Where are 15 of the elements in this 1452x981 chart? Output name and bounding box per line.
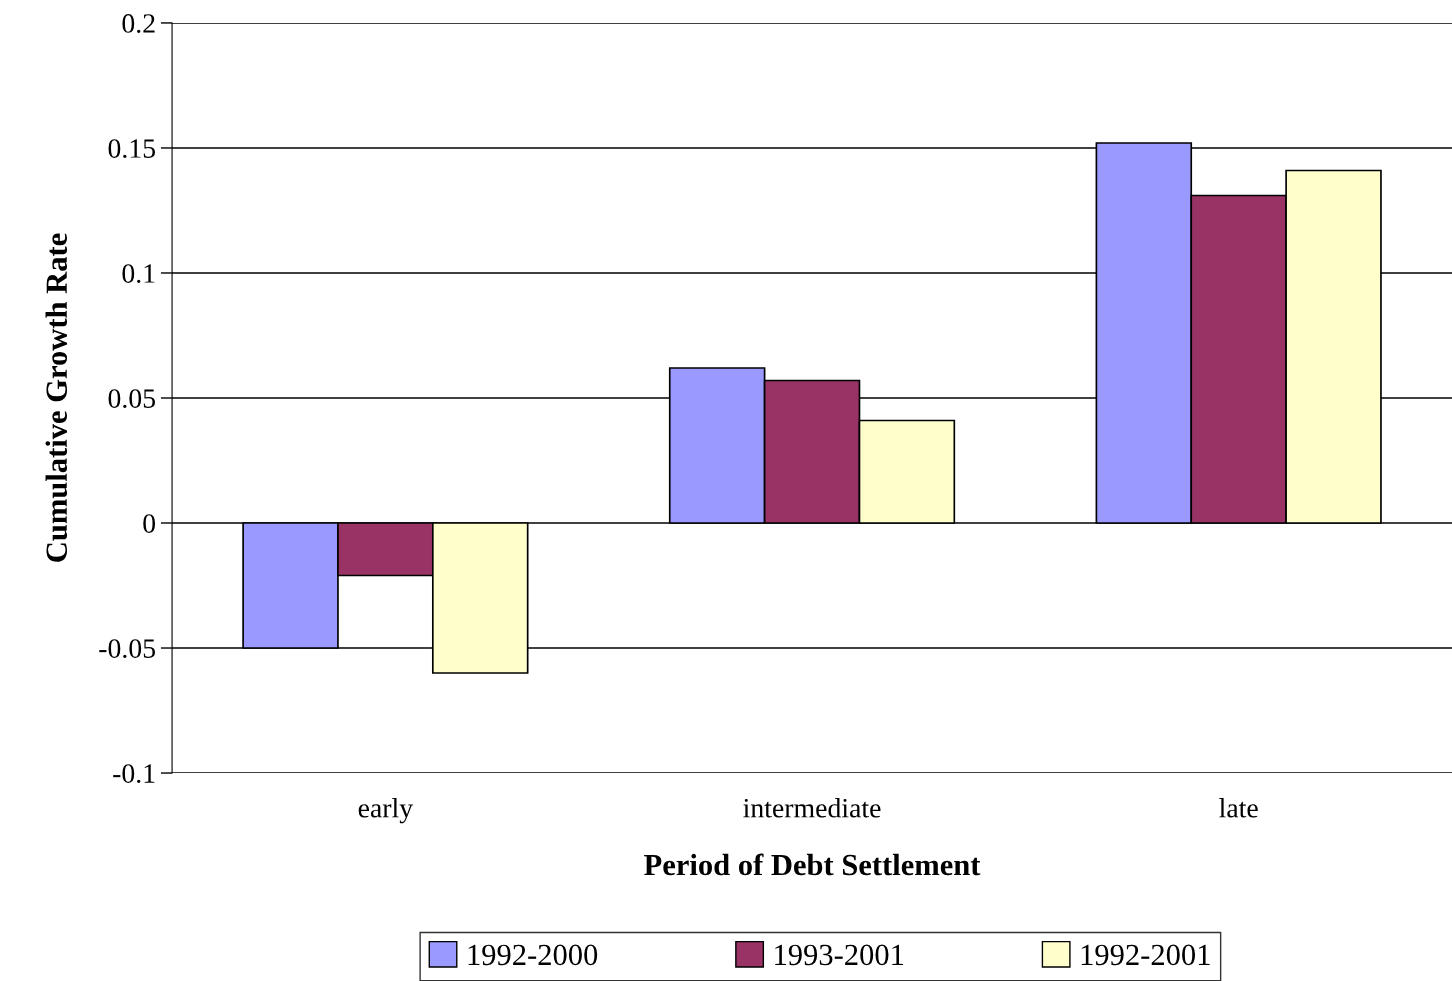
x-tick-label: intermediate xyxy=(743,798,881,818)
legend-label: 1993-2001 xyxy=(775,944,904,966)
y-tick-label: 0.2 xyxy=(122,14,155,33)
x-tick-label: early xyxy=(358,798,414,824)
y-tick-label: 0.05 xyxy=(108,389,155,409)
y-tick-label: 0.1 xyxy=(122,264,155,284)
legend-label: 1992-2000 xyxy=(468,944,598,966)
y-tick-label: 0.15 xyxy=(108,139,155,158)
y-axis-title: Cumulative Growth Rate xyxy=(45,233,68,562)
x-axis-title: Period of Debt Settlement xyxy=(644,853,981,876)
x-tick-label: late xyxy=(1219,798,1258,818)
y-tick-label: -0.1 xyxy=(113,764,155,784)
y-tick-label: 0 xyxy=(143,514,156,533)
legend-label: 1992-2001 xyxy=(1081,944,1210,966)
y-tick-label: -0.05 xyxy=(99,639,156,659)
